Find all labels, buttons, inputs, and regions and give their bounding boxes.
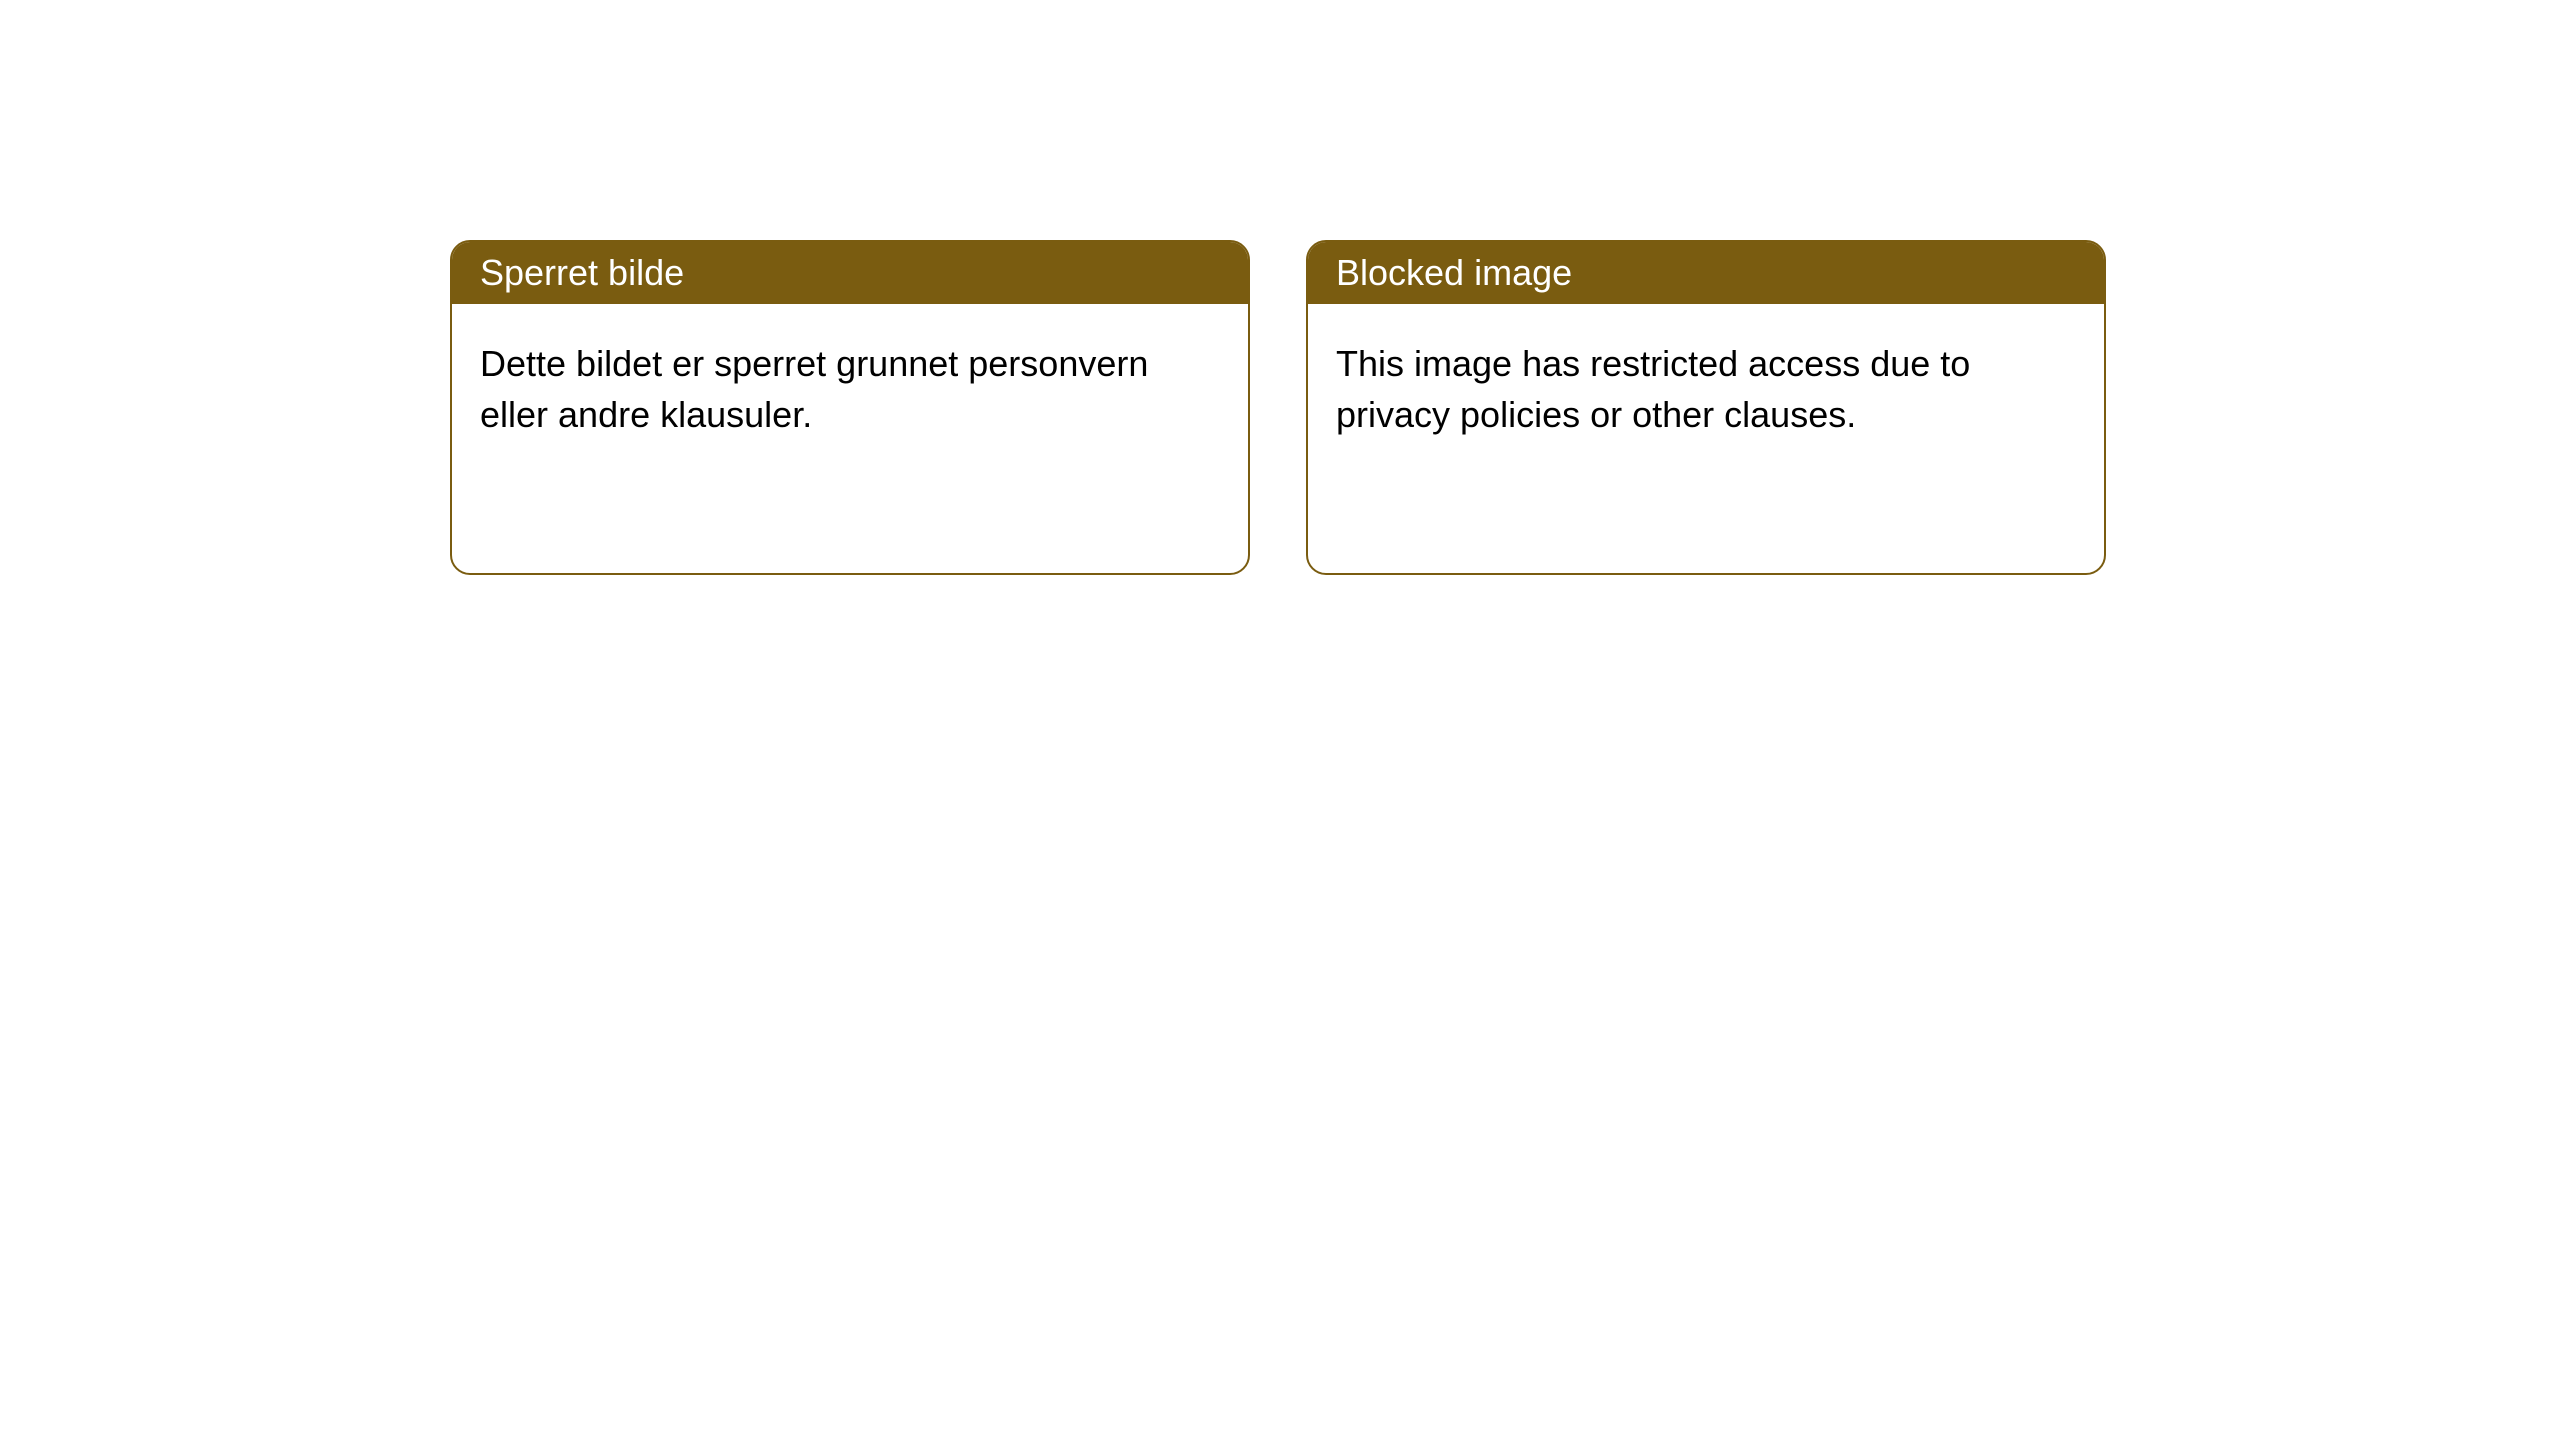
- card-body: This image has restricted access due to …: [1308, 304, 2104, 474]
- card-body-text: This image has restricted access due to …: [1336, 343, 1970, 435]
- notice-card-norwegian: Sperret bilde Dette bildet er sperret gr…: [450, 240, 1250, 575]
- card-header: Blocked image: [1308, 242, 2104, 304]
- notice-cards-container: Sperret bilde Dette bildet er sperret gr…: [450, 240, 2106, 575]
- card-header: Sperret bilde: [452, 242, 1248, 304]
- notice-card-english: Blocked image This image has restricted …: [1306, 240, 2106, 575]
- card-body-text: Dette bildet er sperret grunnet personve…: [480, 343, 1148, 435]
- card-title: Sperret bilde: [480, 252, 684, 293]
- card-body: Dette bildet er sperret grunnet personve…: [452, 304, 1248, 474]
- card-title: Blocked image: [1336, 252, 1572, 293]
